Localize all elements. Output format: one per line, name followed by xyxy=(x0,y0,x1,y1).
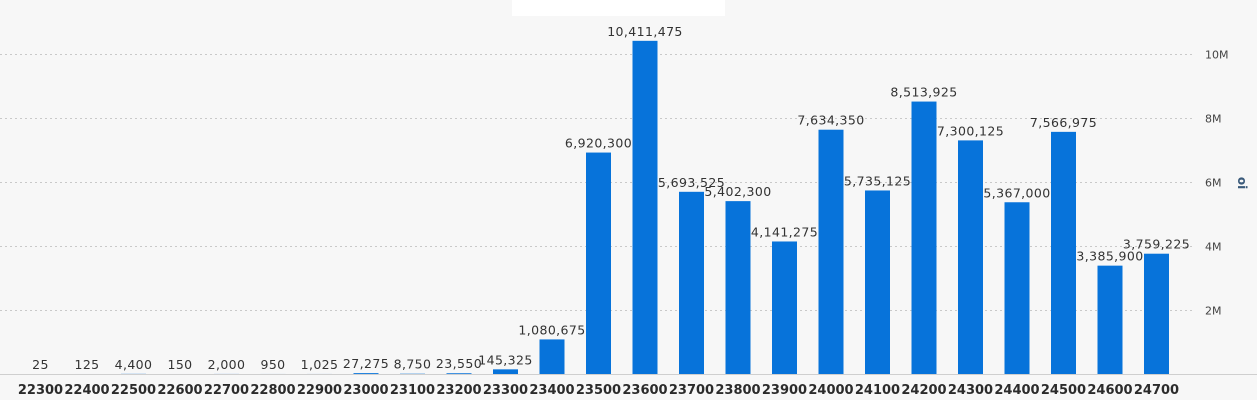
x-tick-label: 24600 xyxy=(1087,383,1132,398)
bar[interactable] xyxy=(725,201,751,374)
x-tick-label: 23000 xyxy=(343,383,388,398)
bar[interactable] xyxy=(539,339,565,374)
bar-value-label: 4,141,275 xyxy=(751,224,818,239)
x-tick-label: 24300 xyxy=(948,383,993,398)
x-tick-label: 22700 xyxy=(204,383,249,398)
bar-layer xyxy=(28,40,1169,375)
x-axis: 22300 22400 22500 22600 22700 22800 22900 23000… xyxy=(18,383,1179,398)
bar-value-label: 7,634,350 xyxy=(797,113,864,128)
x-tick-label: 23300 xyxy=(483,383,528,398)
bar-value-label: 27,275 xyxy=(343,356,389,371)
bar[interactable] xyxy=(353,373,379,374)
bar-value-label: 8,513,925 xyxy=(890,85,957,100)
bar-value-label: 1,080,675 xyxy=(518,322,585,337)
bar[interactable] xyxy=(772,241,797,374)
x-tick-label: 24200 xyxy=(901,383,946,398)
bar-value-label: 2,000 xyxy=(208,357,246,372)
bar[interactable] xyxy=(1097,265,1123,374)
top-tab-strip xyxy=(512,0,725,16)
x-tick-label: 24400 xyxy=(994,383,1039,398)
bar[interactable] xyxy=(493,369,518,374)
bar-value-label: 7,566,975 xyxy=(1030,115,1097,130)
x-tick-label: 24500 xyxy=(1041,383,1086,398)
bar[interactable] xyxy=(1051,131,1076,374)
y-tick-label: 2M xyxy=(1205,305,1222,318)
bar[interactable] xyxy=(632,40,658,375)
bar-value-label: 150 xyxy=(167,357,192,372)
y-axis-title: oi xyxy=(1235,177,1249,189)
bar-value-label: 4,400 xyxy=(115,357,153,372)
bar[interactable] xyxy=(958,140,983,374)
bar-value-label: 145,325 xyxy=(478,352,533,367)
x-tick-label: 23400 xyxy=(529,383,574,398)
bar[interactable] xyxy=(1004,202,1030,374)
x-tick-label: 23100 xyxy=(390,383,435,398)
bar-value-label: 3,759,225 xyxy=(1123,237,1190,252)
x-tick-label: 23200 xyxy=(436,383,481,398)
x-tick-label: 23800 xyxy=(715,383,760,398)
bar-value-label: 950 xyxy=(260,357,285,372)
x-tick-label: 22900 xyxy=(297,383,342,398)
bar-value-label: 5,693,525 xyxy=(658,175,725,190)
x-tick-label: 22800 xyxy=(250,383,295,398)
bar[interactable] xyxy=(865,190,890,374)
bar-value-label: 3,385,900 xyxy=(1076,249,1143,264)
data-label-layer: 25 125 4,400 150 2,000 950 1,025 27,275 8,750 23,… xyxy=(32,24,1190,372)
x-tick-label: 22500 xyxy=(111,383,156,398)
bar[interactable] xyxy=(1144,253,1169,374)
y-tick-label: 10M xyxy=(1205,49,1229,62)
bar-value-label: 6,920,300 xyxy=(565,136,632,151)
x-tick-label: 22400 xyxy=(64,383,109,398)
bar-value-label: 1,025 xyxy=(301,357,339,372)
x-tick-label: 24000 xyxy=(808,383,853,398)
x-tick-label: 24700 xyxy=(1134,383,1179,398)
bar-value-label: 5,735,125 xyxy=(844,173,911,188)
bar[interactable] xyxy=(818,129,844,374)
bar-value-label: 5,367,000 xyxy=(983,185,1050,200)
bar-value-label: 25 xyxy=(32,357,49,372)
y-tick-label: 4M xyxy=(1205,241,1222,254)
bar-value-label: 8,750 xyxy=(394,357,432,372)
bar-value-label: 7,300,125 xyxy=(937,123,1004,138)
bar[interactable] xyxy=(586,152,611,374)
x-tick-label: 23600 xyxy=(622,383,667,398)
x-tick-label: 23500 xyxy=(576,383,621,398)
bar[interactable] xyxy=(911,101,937,375)
bar-value-label: 10,411,475 xyxy=(607,24,683,39)
bar-value-label: 125 xyxy=(74,357,99,372)
x-tick-label: 24100 xyxy=(855,383,900,398)
x-tick-label: 23900 xyxy=(762,383,807,398)
bar[interactable] xyxy=(679,191,704,374)
y-tick-label: 8M xyxy=(1205,113,1222,126)
bar-value-label: 5,402,300 xyxy=(704,184,771,199)
x-tick-label: 22300 xyxy=(18,383,63,398)
bar[interactable] xyxy=(446,373,472,374)
bar-value-label: 23,550 xyxy=(436,356,482,371)
x-tick-label: 22600 xyxy=(157,383,202,398)
y-tick-label: 6M xyxy=(1205,177,1222,190)
x-tick-label: 23700 xyxy=(669,383,714,398)
y-axis: 2M 4M 6M 8M 10M oi xyxy=(1205,49,1249,318)
